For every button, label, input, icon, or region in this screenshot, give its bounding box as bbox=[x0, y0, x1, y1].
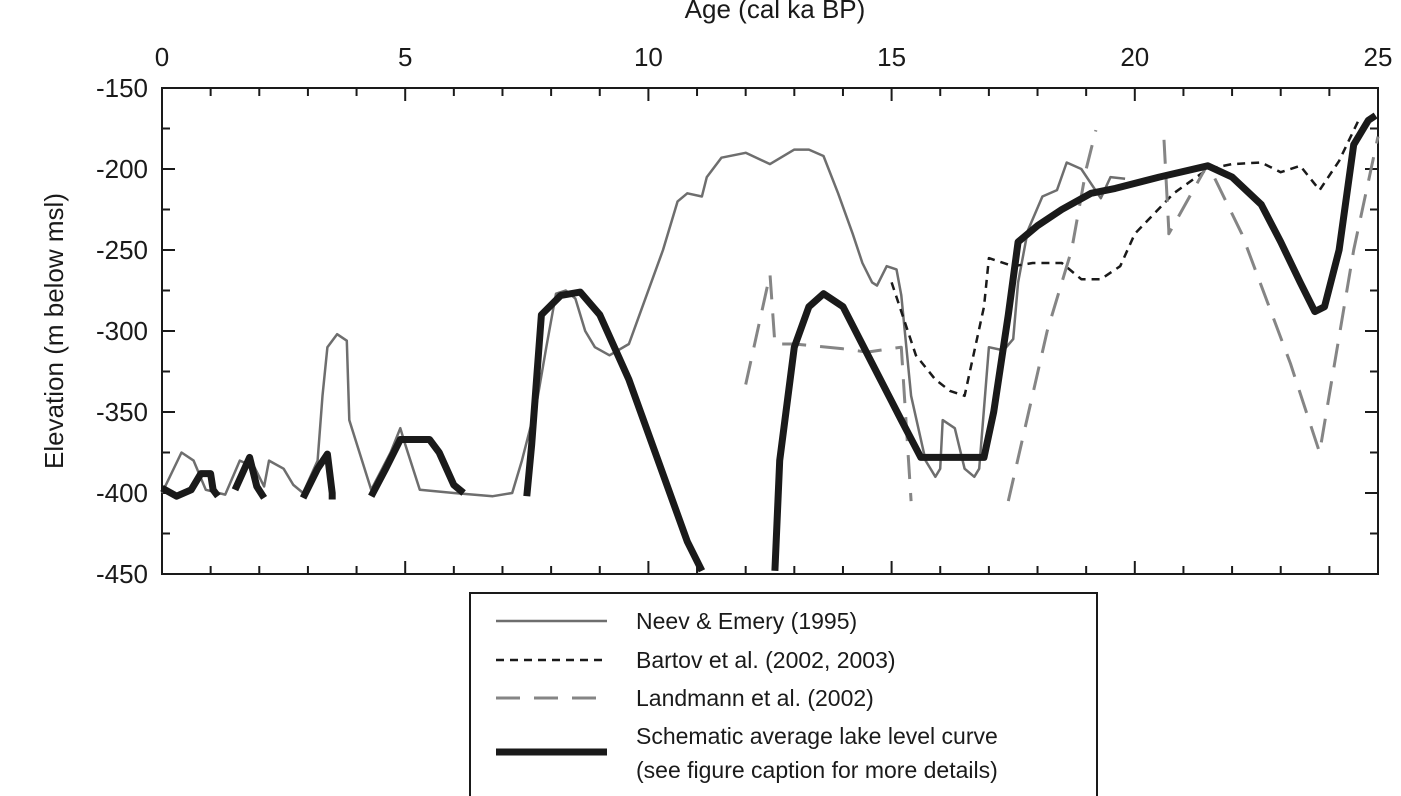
legend-note: (see figure caption for more details) bbox=[636, 757, 998, 783]
x-tick-label: 5 bbox=[398, 42, 412, 72]
x-tick-label: 0 bbox=[155, 42, 169, 72]
legend-box bbox=[469, 592, 1098, 796]
legend-label: Schematic average lake level curve bbox=[636, 723, 998, 749]
legend-label: Bartov et al. (2002, 2003) bbox=[636, 647, 896, 673]
y-tick-label: -350 bbox=[96, 397, 148, 427]
y-tick-label: -300 bbox=[96, 316, 148, 346]
series-line bbox=[744, 129, 1380, 502]
x-tick-label: 20 bbox=[1120, 42, 1149, 72]
series-line bbox=[160, 112, 1378, 573]
y-axis-title: Elevation (m below msl) bbox=[39, 193, 69, 469]
x-axis-title: Age (cal ka BP) bbox=[685, 0, 866, 24]
legend-label: Landmann et al. (2002) bbox=[636, 685, 874, 711]
y-tick-label: -450 bbox=[96, 559, 148, 589]
y-tick-label: -400 bbox=[96, 478, 148, 508]
y-tick-label: -200 bbox=[96, 154, 148, 184]
y-tick-label: -150 bbox=[96, 73, 148, 103]
legend-label: Neev & Emery (1995) bbox=[636, 608, 857, 634]
y-tick-label: -250 bbox=[96, 235, 148, 265]
plot-frame bbox=[161, 87, 1379, 575]
x-tick-label: 25 bbox=[1364, 42, 1393, 72]
x-tick-label: 15 bbox=[877, 42, 906, 72]
x-tick-label: 10 bbox=[634, 42, 663, 72]
series-line bbox=[160, 148, 1126, 498]
